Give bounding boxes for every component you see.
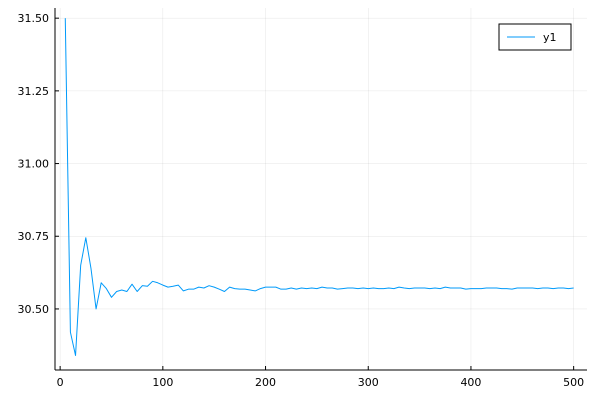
x-tick-label: 0 <box>57 376 64 389</box>
x-tick-label: 500 <box>563 376 584 389</box>
axes <box>54 8 587 371</box>
y-tick-label: 31.25 <box>18 85 50 98</box>
y-tick-label: 31.00 <box>18 158 50 171</box>
x-tick-label: 100 <box>152 376 173 389</box>
ticks: 0 100 200 300 400 500 30.50 30.75 31.00 31.25 31.5… <box>18 12 585 389</box>
series <box>64 18 574 356</box>
x-tick-label: 300 <box>358 376 379 389</box>
y-tick-label: 31.50 <box>18 12 50 25</box>
y-tick-label: 30.50 <box>18 303 50 316</box>
grid <box>55 8 587 370</box>
x-tick-label: 400 <box>460 376 481 389</box>
x-tick-label: 200 <box>255 376 276 389</box>
y-tick-label: 30.75 <box>18 230 50 243</box>
legend-label: y1 <box>543 31 557 44</box>
series-line-y1 <box>64 18 574 356</box>
legend: y1 <box>498 23 572 51</box>
